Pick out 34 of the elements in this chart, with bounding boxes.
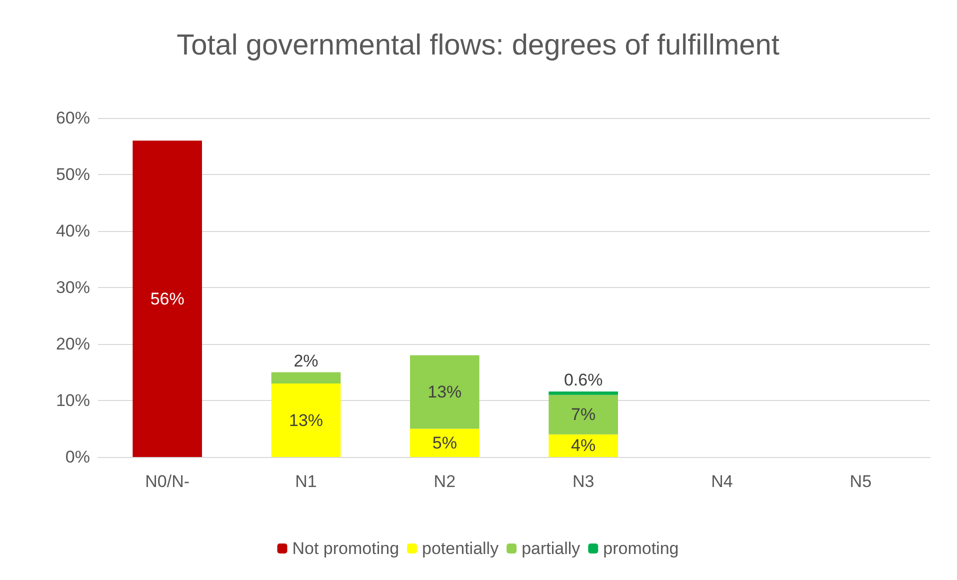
bar bbox=[132, 140, 202, 457]
legend-label: potentially bbox=[422, 539, 500, 558]
legend-label: partially bbox=[522, 539, 581, 558]
y-tick-label: 0% bbox=[65, 448, 90, 466]
y-tick-label: 50% bbox=[56, 165, 90, 184]
bar bbox=[548, 434, 618, 457]
y-tick-label: 10% bbox=[56, 391, 90, 410]
x-tick-label: N4 bbox=[711, 472, 733, 491]
data-label: 7% bbox=[571, 405, 596, 424]
chart-title: Total governmental flows: degrees of fulfillment bbox=[176, 30, 780, 62]
x-tick-label: N5 bbox=[850, 472, 872, 491]
bar bbox=[271, 372, 341, 384]
bar bbox=[410, 355, 480, 429]
data-label: 56% bbox=[150, 289, 184, 308]
data-label: 5% bbox=[432, 433, 457, 452]
x-tick-label: N1 bbox=[295, 472, 317, 491]
data-label: 2% bbox=[294, 351, 318, 370]
x-tick-label: N3 bbox=[572, 472, 594, 491]
data-label: 13% bbox=[288, 410, 324, 430]
y-tick-label: 20% bbox=[56, 334, 90, 354]
data-label: 4% bbox=[571, 436, 596, 456]
data-label: 13% bbox=[428, 382, 462, 402]
data-label: 0.6% bbox=[564, 370, 603, 390]
x-tick-label: N2 bbox=[434, 472, 456, 491]
bar bbox=[548, 394, 618, 434]
y-tick-label: 30% bbox=[56, 278, 90, 297]
legend-label: promoting bbox=[603, 539, 679, 558]
bar bbox=[271, 384, 341, 457]
legend-label: Not promoting bbox=[292, 539, 400, 558]
bar bbox=[548, 391, 618, 395]
y-tick-label: 40% bbox=[56, 222, 90, 240]
bar bbox=[410, 428, 480, 457]
y-tick-label: 60% bbox=[56, 108, 90, 128]
x-tick-label: N0/N- bbox=[145, 472, 190, 491]
